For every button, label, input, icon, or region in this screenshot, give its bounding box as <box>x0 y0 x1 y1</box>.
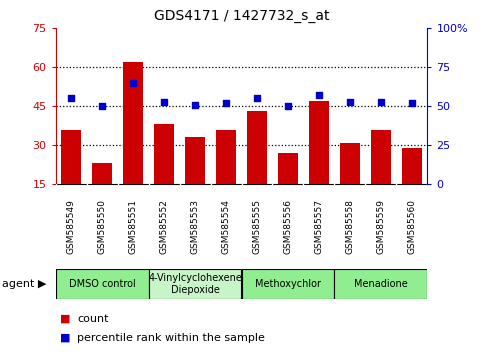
Text: DMSO control: DMSO control <box>69 279 135 289</box>
Text: Methoxychlor: Methoxychlor <box>255 279 321 289</box>
Bar <box>278 153 298 184</box>
Point <box>253 96 261 101</box>
Text: GSM585559: GSM585559 <box>376 199 385 254</box>
Bar <box>242 269 334 299</box>
Point <box>408 100 416 106</box>
Text: agent ▶: agent ▶ <box>2 279 47 289</box>
Point <box>129 80 137 86</box>
Bar <box>154 124 174 184</box>
Bar <box>123 62 143 184</box>
Bar <box>247 112 267 184</box>
Point <box>284 103 292 109</box>
Text: GSM585553: GSM585553 <box>190 199 199 254</box>
Text: GSM585560: GSM585560 <box>408 199 416 254</box>
Bar <box>334 269 427 299</box>
Point <box>191 102 199 108</box>
Bar <box>56 269 149 299</box>
Point <box>377 99 385 104</box>
Text: ■: ■ <box>60 314 71 324</box>
Bar <box>371 130 391 184</box>
Text: GSM585554: GSM585554 <box>222 199 230 254</box>
Point <box>222 100 230 106</box>
Text: Menadione: Menadione <box>354 279 408 289</box>
Text: GSM585558: GSM585558 <box>345 199 355 254</box>
Text: GSM585550: GSM585550 <box>98 199 107 254</box>
Text: GSM585556: GSM585556 <box>284 199 293 254</box>
Point <box>160 99 168 104</box>
Bar <box>92 163 112 184</box>
Bar <box>402 148 422 184</box>
Text: GDS4171 / 1427732_s_at: GDS4171 / 1427732_s_at <box>154 9 329 23</box>
Bar <box>149 269 242 299</box>
Text: ■: ■ <box>60 333 71 343</box>
Text: GSM585552: GSM585552 <box>159 199 169 254</box>
Bar <box>185 137 205 184</box>
Text: percentile rank within the sample: percentile rank within the sample <box>77 333 265 343</box>
Text: 4-Vinylcyclohexene
Diepoxide: 4-Vinylcyclohexene Diepoxide <box>148 273 242 295</box>
Text: GSM585551: GSM585551 <box>128 199 138 254</box>
Bar <box>340 143 360 184</box>
Text: GSM585549: GSM585549 <box>67 199 75 254</box>
Bar <box>61 130 81 184</box>
Text: GSM585555: GSM585555 <box>253 199 261 254</box>
Bar <box>309 101 329 184</box>
Bar <box>216 130 236 184</box>
Point <box>315 92 323 98</box>
Point <box>346 99 354 104</box>
Text: count: count <box>77 314 109 324</box>
Point <box>98 103 106 109</box>
Text: GSM585557: GSM585557 <box>314 199 324 254</box>
Point <box>67 96 75 101</box>
